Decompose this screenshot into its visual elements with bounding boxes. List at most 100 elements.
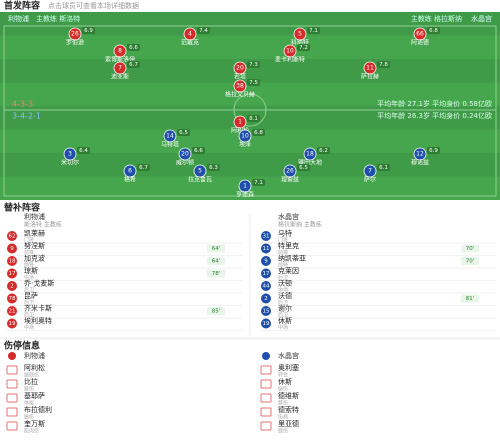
player-badge[interactable]	[178, 147, 192, 161]
player-rating: 6.9	[429, 148, 438, 154]
player-badge[interactable]	[163, 129, 177, 143]
player-badge[interactable]	[113, 44, 127, 58]
away-name: 水晶宫	[471, 14, 492, 23]
sub-minute: 85'	[212, 309, 221, 315]
sub-badge[interactable]	[7, 268, 17, 279]
player-badge[interactable]	[193, 164, 207, 178]
sub-badge[interactable]	[261, 256, 271, 266]
sub-badge[interactable]	[261, 268, 271, 279]
player-number: 12	[416, 151, 424, 158]
sub-badge[interactable]	[261, 243, 271, 254]
header-subtitle: 点击球员可查看本场详细数据	[48, 1, 139, 10]
player-badge[interactable]	[238, 179, 252, 193]
injury-status: 伤病	[278, 414, 288, 421]
sub-name: 努涅斯	[24, 241, 45, 250]
minute-bg	[207, 257, 225, 265]
sub-name: 纳凯蒂亚	[278, 254, 306, 263]
sub-number: 15	[263, 309, 270, 315]
player-name: 威尔顿	[176, 159, 194, 167]
sub-badge[interactable]	[7, 256, 17, 266]
player-rating: 7.4	[199, 28, 208, 34]
player-name: 萨拉赫	[361, 73, 379, 81]
player-rating: 6.1	[379, 165, 388, 171]
sub-number: 17	[263, 271, 270, 277]
player-badge[interactable]	[238, 129, 252, 143]
sub-badge[interactable]	[261, 306, 271, 316]
player-name: 罗伯逊	[66, 39, 84, 47]
away-formation: 3-4-2-1	[12, 112, 41, 121]
sub-badge[interactable]	[261, 231, 271, 241]
player-badge[interactable]	[363, 164, 377, 178]
minute-bg	[207, 307, 225, 315]
sub-badge[interactable]	[261, 281, 271, 291]
player-badge[interactable]	[363, 61, 377, 75]
sub-number: 9	[264, 259, 268, 265]
sub-name: 齐米卡斯	[24, 304, 52, 313]
player-name: 若塔	[234, 73, 246, 81]
player-number: 7	[118, 65, 122, 72]
player-name: 马特塔	[161, 141, 179, 149]
injury-status: 膝伤	[24, 386, 34, 393]
sub-name: 马特	[278, 229, 292, 238]
rating-bg	[247, 115, 260, 122]
player-name: 埃泽	[239, 141, 251, 149]
player-badge[interactable]	[233, 79, 247, 93]
rating-bg	[297, 164, 310, 171]
sub-number: 21	[9, 309, 16, 315]
injury-name: 比拉	[24, 377, 38, 386]
player-badge[interactable]	[123, 164, 137, 178]
player-rating: 7.1	[254, 180, 263, 186]
player-badge[interactable]	[413, 147, 427, 161]
sub-position: 后卫	[24, 312, 34, 319]
injury-status: 肌肉伤	[24, 428, 39, 435]
player-rating: 7.5	[249, 80, 258, 86]
player-name: 迪亚斯	[111, 73, 129, 81]
sub-badge[interactable]	[7, 281, 17, 291]
player-number: 20	[181, 151, 189, 158]
coach: 斯洛特 主教练	[24, 221, 62, 229]
rating-bg	[137, 164, 150, 171]
sub-position: 后卫	[24, 299, 34, 306]
sub-badge[interactable]	[261, 318, 271, 329]
player-badge[interactable]	[63, 147, 77, 161]
home-stats: 平均年龄 27.1岁 平均身价 0.58亿欧	[377, 99, 492, 108]
sub-badge[interactable]	[7, 306, 17, 316]
rating-bg	[427, 147, 440, 154]
player-badge[interactable]	[303, 147, 317, 161]
player-number: 5	[198, 168, 202, 175]
sub-name: 休斯	[278, 316, 292, 325]
sub-position: 中场	[278, 287, 288, 294]
home-name: 利物浦	[8, 14, 29, 23]
sub-badge[interactable]	[7, 293, 17, 304]
player-rating: 7.2	[299, 45, 308, 51]
player-badge[interactable]	[283, 44, 297, 58]
minute-bg	[461, 244, 479, 253]
player-name: 索博斯洛伊	[105, 56, 135, 64]
sub-name: 昆萨	[24, 291, 38, 300]
player-name: 麦卡利斯特	[275, 56, 305, 64]
sub-number: 17	[9, 271, 16, 277]
player-badge[interactable]	[68, 27, 82, 41]
player-rating: 6.9	[84, 28, 93, 34]
sub-badge[interactable]	[7, 318, 17, 329]
rating-bg	[127, 61, 140, 68]
player-badge[interactable]	[293, 27, 307, 41]
player-badge[interactable]	[183, 27, 197, 41]
player-badge[interactable]	[233, 115, 247, 129]
player-number: 20	[236, 65, 244, 72]
player-badge[interactable]	[233, 61, 247, 75]
team-crest	[262, 352, 270, 360]
sub-position: 后卫	[278, 274, 288, 281]
player-badge[interactable]	[283, 164, 297, 178]
injury-name: 奎万斯	[24, 419, 45, 428]
center-circle	[233, 93, 267, 127]
sub-name: 克莱因	[278, 266, 299, 275]
player-badge[interactable]	[113, 61, 127, 75]
player-badge[interactable]	[413, 27, 427, 41]
sub-badge[interactable]	[7, 231, 17, 241]
sub-position: 中场	[24, 324, 34, 331]
sub-badge[interactable]	[7, 243, 17, 254]
sub-badge[interactable]	[261, 293, 271, 304]
player-rating: 8.1	[249, 116, 258, 122]
